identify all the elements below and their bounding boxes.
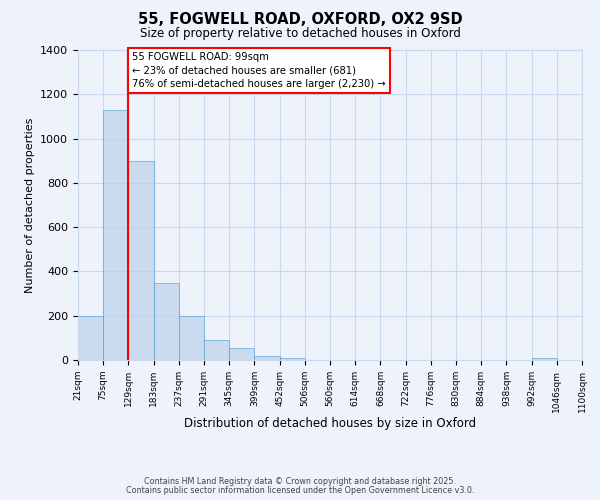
Bar (154, 282, 179, 360)
Text: Size of property relative to detached houses in Oxford: Size of property relative to detached ho… (140, 28, 460, 40)
Bar (128, 160, 154, 360)
Bar (532, 358, 557, 360)
Y-axis label: Number of detached properties: Number of detached properties (25, 118, 35, 292)
Text: 55 FOGWELL ROAD: 99sqm
← 23% of detached houses are smaller (681)
76% of semi-de: 55 FOGWELL ROAD: 99sqm ← 23% of detached… (132, 52, 386, 88)
Bar (204, 340, 229, 360)
Bar (78, 316, 103, 360)
X-axis label: Distribution of detached houses by size in Oxford: Distribution of detached houses by size … (184, 418, 476, 430)
Bar (179, 316, 204, 360)
Text: 55, FOGWELL ROAD, OXFORD, OX2 9SD: 55, FOGWELL ROAD, OXFORD, OX2 9SD (137, 12, 463, 28)
Bar (103, 110, 128, 360)
Bar (280, 358, 305, 360)
Text: Contains public sector information licensed under the Open Government Licence v3: Contains public sector information licen… (126, 486, 474, 495)
Bar (229, 348, 254, 360)
Bar (254, 356, 280, 360)
Text: Contains HM Land Registry data © Crown copyright and database right 2025.: Contains HM Land Registry data © Crown c… (144, 477, 456, 486)
